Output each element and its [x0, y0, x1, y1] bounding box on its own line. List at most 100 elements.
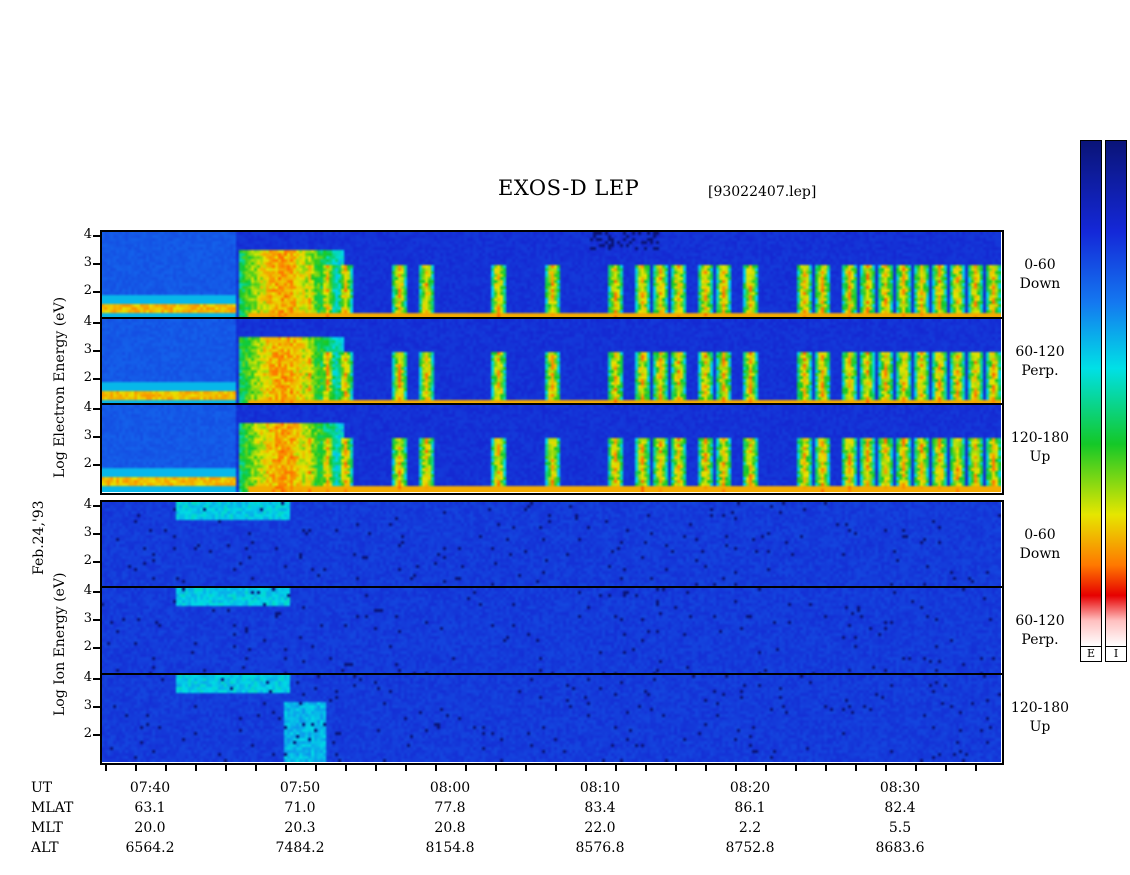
y-tick-mark [93, 734, 101, 736]
y-tick-mark [93, 619, 101, 621]
ion-colorbar-label: I [1105, 646, 1127, 662]
ephemeris-value: 8576.8 [575, 840, 625, 856]
file-name: [93022407.lep] [708, 184, 817, 200]
panel-direction-label: Perp. [1021, 363, 1059, 379]
y-tick-label: 2 [83, 283, 92, 298]
spectrogram-panel-4 [101, 502, 1001, 589]
y-tick-label: 2 [83, 553, 92, 568]
panel-direction-label: Down [1019, 276, 1061, 292]
y-tick-mark [93, 464, 101, 466]
x-tick-label: 08:10 [579, 780, 621, 796]
x-tick-mark [105, 763, 107, 771]
ephemeris-row-label: ALT [31, 840, 59, 856]
ephemeris-value: 82.4 [884, 800, 916, 816]
x-tick-mark [585, 763, 587, 771]
ephemeris-value: 7484.2 [275, 840, 325, 856]
y-tick-mark [93, 678, 101, 680]
x-tick-mark [255, 763, 257, 771]
ephemeris-value: 20.8 [434, 820, 466, 836]
ephemeris-value: 8154.8 [425, 840, 475, 856]
y-tick-label: 3 [83, 428, 92, 443]
x-tick-mark [465, 763, 467, 771]
panel-pitch-label: 120-180 [1010, 430, 1070, 446]
x-tick-mark [165, 763, 167, 771]
y-tick-mark [93, 561, 101, 563]
y-tick-mark [93, 591, 101, 593]
panel-direction-label: Perp. [1021, 632, 1059, 648]
x-tick-mark [795, 763, 797, 771]
panel-direction-label: Up [1029, 719, 1051, 735]
ion-axis-label: Log Ion Energy (eV) [52, 572, 68, 716]
ephemeris-value: 22.0 [584, 820, 616, 836]
spectrogram-image [101, 588, 1001, 675]
y-tick-mark [93, 505, 101, 507]
panel-pitch-label: 60-120 [1015, 344, 1065, 360]
y-tick-label: 4 [83, 497, 92, 512]
x-tick-mark [225, 763, 227, 771]
x-tick-mark [315, 763, 317, 771]
panel-separator [100, 317, 1002, 319]
y-tick-label: 3 [83, 255, 92, 270]
y-tick-label: 3 [83, 342, 92, 357]
x-tick-mark [435, 763, 437, 771]
ephemeris-value: 8752.8 [725, 840, 775, 856]
x-tick-mark [615, 763, 617, 771]
ephemeris-value: 5.5 [888, 820, 912, 836]
y-tick-mark [93, 706, 101, 708]
y-tick-label: 4 [83, 670, 92, 685]
spectrogram-image [101, 405, 1001, 492]
panel-separator [100, 403, 1002, 405]
x-tick-mark [915, 763, 917, 771]
y-tick-label: 4 [83, 227, 92, 242]
ephemeris-value: 2.2 [738, 820, 762, 836]
x-tick-mark [765, 763, 767, 771]
date-label: Feb.24,'93 [31, 500, 47, 575]
x-axis-label: UT [31, 780, 53, 796]
y-tick-label: 4 [83, 583, 92, 598]
ephemeris-value: 8683.6 [875, 840, 925, 856]
x-tick-mark [375, 763, 377, 771]
spectrogram-panel-5 [101, 588, 1001, 675]
panel-label: 120-180 Up [1008, 699, 1072, 737]
y-tick-mark [93, 235, 101, 237]
x-tick-mark [345, 763, 347, 771]
ephemeris-row-label: MLAT [31, 800, 74, 816]
ephemeris-value: 86.1 [734, 800, 766, 816]
x-tick-mark [645, 763, 647, 771]
panel-separator [100, 673, 1002, 675]
y-tick-mark [93, 408, 101, 410]
x-tick-mark [855, 763, 857, 771]
spectrogram-image [101, 319, 1001, 406]
panel-label: 60-120 Perp. [1008, 612, 1072, 650]
spectrogram-image [101, 232, 1001, 319]
x-tick-mark [195, 763, 197, 771]
y-tick-mark [93, 533, 101, 535]
y-tick-label: 2 [83, 726, 92, 741]
y-tick-label: 3 [83, 611, 92, 626]
panel-label: 120-180 Up [1008, 429, 1072, 467]
x-tick-mark [945, 763, 947, 771]
x-tick-mark [735, 763, 737, 771]
y-tick-label: 3 [83, 525, 92, 540]
ephemeris-value: 77.8 [434, 800, 466, 816]
ephemeris-value: 83.4 [584, 800, 616, 816]
x-tick-mark [405, 763, 407, 771]
y-tick-mark [93, 322, 101, 324]
x-tick-label: 08:20 [729, 780, 771, 796]
ephemeris-row-label: MLT [31, 820, 63, 836]
y-tick-label: 2 [83, 456, 92, 471]
panel-label: 0-60 Down [1008, 256, 1072, 294]
spectrogram-panel-2 [101, 319, 1001, 406]
panel-pitch-label: 0-60 [1024, 257, 1056, 273]
panel-direction-label: Down [1019, 546, 1061, 562]
ephemeris-value: 20.0 [134, 820, 166, 836]
ephemeris-value: 6564.2 [125, 840, 175, 856]
x-tick-mark [135, 763, 137, 771]
x-tick-mark [825, 763, 827, 771]
y-tick-label: 4 [83, 400, 92, 415]
panel-separator [100, 586, 1002, 588]
panel-pitch-label: 60-120 [1015, 613, 1065, 629]
electron-colorbar-label: E [1080, 646, 1102, 662]
x-tick-mark [885, 763, 887, 771]
electron-axis-label: Log Electron Energy (eV) [52, 296, 68, 478]
